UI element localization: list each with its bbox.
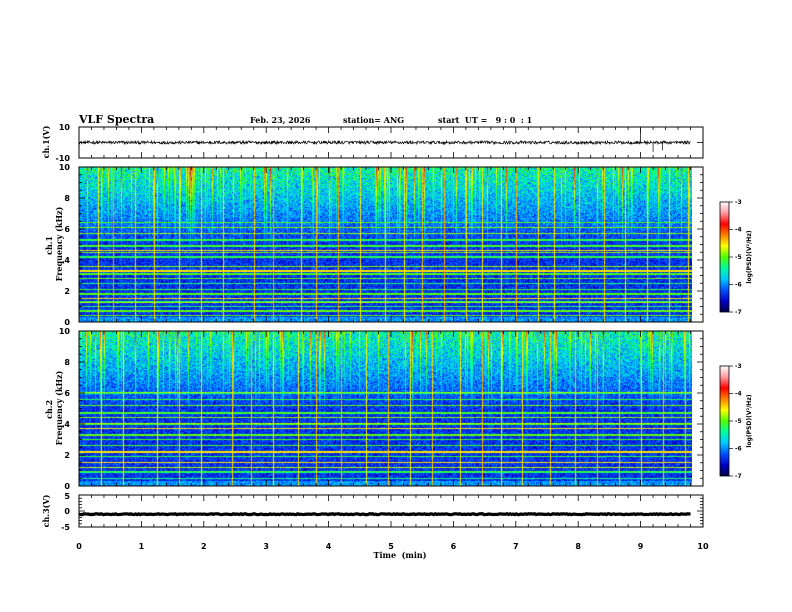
ch2-spectrogram-colorbar-ticklabel: -4 <box>735 391 742 398</box>
ch1-waveform-panel: 10 -10 ch.1(V) <box>41 123 704 163</box>
ch1-spectrogram-yticklabel: 2 <box>64 287 70 296</box>
ch3-ytick-mid: 0 <box>64 507 70 516</box>
start-time-label: start UT = 9 : 0 : 1 <box>438 115 532 125</box>
ch1-colorbar-ticks: -3 -4 -5 -6 -7 <box>729 199 742 316</box>
time-axis-ticklabel: 8 <box>575 542 581 551</box>
ch1-spectrogram-image-wrap <box>79 167 692 322</box>
ch2-spectrogram-yticklabel: 6 <box>64 389 70 398</box>
ch1-colorbar-label: log(PSD)(V²/Hz) <box>746 230 753 283</box>
ch3-waveform-ylabel: ch.3(V) <box>41 494 51 527</box>
ch3-waveform-panel: 5 0 -5 ch.3(V) 0 1 2 3 4 5 6 7 8 9 10 Time (min) <box>41 492 709 560</box>
ch1-spectrogram-colorbar-ticklabel: -7 <box>735 309 742 316</box>
ch2-spectrogram-yticklabel: 4 <box>64 420 70 429</box>
ch2-spectrogram-ylabel-line2: Frequency (kHz) <box>54 370 64 445</box>
time-axis-ticklabel: 9 <box>638 542 644 551</box>
ch2-spectrogram-yticklabel: 2 <box>64 451 70 460</box>
ch2-spectrogram-yticklabels: 0 2 4 6 8 10 <box>59 327 71 491</box>
ch1-spectrogram-yticklabel: 10 <box>59 163 71 172</box>
ch2-spectrogram-colorbar-ticklabel: -3 <box>735 363 742 370</box>
ch1-waveform-trace <box>78 127 691 152</box>
ch1-spectrogram-ticks <box>78 166 704 323</box>
station-label: station= ANG <box>343 115 404 125</box>
ch1-spectrogram-ylabel: ch.1 Frequency (kHz) <box>44 206 64 281</box>
ch1-ytick-bottom: -10 <box>56 154 71 163</box>
ch2-spectrogram-ticks <box>78 330 704 487</box>
ch2-spectrogram-ylabel-line1: ch.2 <box>44 400 54 419</box>
time-axis-ticklabel: 6 <box>451 542 457 551</box>
ch1-spectrogram-colorbar-ticklabel: -4 <box>735 227 742 234</box>
ch1-spectrogram-yticklabel: 6 <box>64 225 70 234</box>
time-axis-ticklabel: 2 <box>201 542 207 551</box>
ch3-waveform-ticks <box>78 494 704 528</box>
time-axis-ticklabel: 4 <box>326 542 332 551</box>
time-axis-ticklabel: 10 <box>697 542 709 551</box>
ch3-ytick-top: 5 <box>64 492 70 501</box>
date-label: Feb. 23, 2026 <box>250 115 311 125</box>
ch1-spectrogram-colorbar-ticklabel: -6 <box>735 282 742 289</box>
ch2-spectrogram-colorbar-ticklabel: -6 <box>735 446 742 453</box>
ch1-colorbar <box>719 201 730 313</box>
time-axis-ticklabels: 0 1 2 3 4 5 6 7 8 9 10 <box>76 542 709 551</box>
ch3-waveform-trace <box>78 511 691 517</box>
ch1-spectrogram-yticklabel: 0 <box>64 318 70 327</box>
ch2-spectrogram-heatmap <box>79 331 692 486</box>
ch1-waveform-ticks <box>78 126 704 159</box>
time-axis-ticklabel: 3 <box>263 542 269 551</box>
ch2-spectrogram-image-wrap <box>79 331 692 486</box>
ch2-spectrogram-colorbar-ticklabel: -5 <box>735 418 742 425</box>
ch2-spectrogram-yticklabel: 10 <box>59 327 71 336</box>
ch2-colorbar-ticks: -3 -4 -5 -6 -7 <box>729 363 742 480</box>
ch1-ytick-top: 10 <box>59 123 71 132</box>
time-axis-ticklabel: 7 <box>513 542 519 551</box>
time-axis-ticklabel: 1 <box>139 542 145 551</box>
ch1-spectrogram-yticklabel: 4 <box>64 256 70 265</box>
ch1-spectrogram-colorbar-ticklabel: -5 <box>735 254 742 261</box>
ch2-spectrogram-ylabel: ch.2 Frequency (kHz) <box>44 370 64 445</box>
time-axis-ticklabel: 0 <box>76 542 82 551</box>
ch1-spectrogram-yticklabel: 8 <box>64 194 70 203</box>
ch1-spectrogram-ylabel-line1: ch.1 <box>44 236 54 255</box>
ch2-spectrogram-yticklabel: 0 <box>64 482 70 491</box>
ch2-spectrogram-colorbar-ticklabel: -7 <box>735 473 742 480</box>
ch1-spectrogram-ylabel-line2: Frequency (kHz) <box>54 206 64 281</box>
ch2-colorbar <box>719 365 730 477</box>
ch2-colorbar-label: log(PSD)(V²/Hz) <box>746 394 753 447</box>
time-axis-label: Time (min) <box>373 550 426 560</box>
ch1-spectrogram-yticklabels: 0 2 4 6 8 10 <box>59 163 71 327</box>
ch1-waveform-ylabel: ch.1(V) <box>41 125 51 158</box>
ch1-spectrogram-colorbar-ticklabel: -3 <box>735 199 742 206</box>
ch1-spectrogram-heatmap <box>79 167 692 322</box>
ch3-ytick-bottom: -5 <box>61 523 70 532</box>
time-axis-ticklabel: 5 <box>388 542 394 551</box>
figure-title: VLF Spectra <box>78 113 154 126</box>
ch2-spectrogram-yticklabel: 8 <box>64 358 70 367</box>
